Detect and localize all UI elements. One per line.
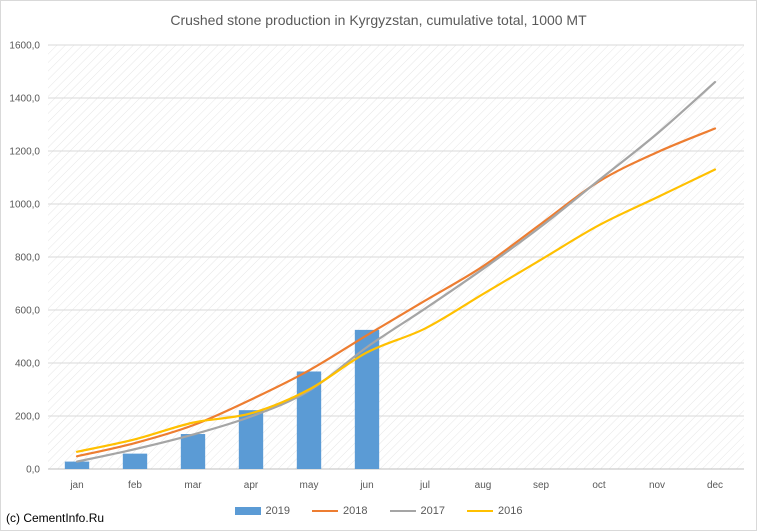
bar-2019-jun[interactable] <box>354 329 380 469</box>
x-tick-label: jun <box>359 480 373 491</box>
x-tick-label: sep <box>533 480 550 491</box>
y-tick-label: 1600,0 <box>9 41 40 52</box>
gridlines <box>48 44 744 470</box>
x-tick-label: aug <box>475 480 492 491</box>
bar-2019-jan[interactable] <box>64 461 90 469</box>
legend: 2019 2018 2017 2016 <box>0 505 757 517</box>
line-series <box>75 81 717 463</box>
copyright-text: (c) CementInfo.Ru <box>6 511 105 525</box>
legend-swatch-bar <box>234 507 261 515</box>
y-axis-ticks: 0,0 200,0 400,0 600,0 800,0 1000,0 1200,0 1400,… <box>9 41 40 476</box>
x-tick-label: nov <box>649 480 665 491</box>
legend-item-line-0[interactable]: 2018 <box>312 505 368 517</box>
legend-item-line-1[interactable]: 2017 <box>389 505 445 517</box>
y-tick-label: 400,0 <box>15 359 40 370</box>
legend-swatch-line-2 <box>466 510 493 512</box>
line-series-2018[interactable] <box>75 127 717 458</box>
line-series-2017[interactable] <box>75 81 717 463</box>
bar-2019-may[interactable] <box>296 371 322 469</box>
x-tick-label: oct <box>592 480 606 491</box>
legend-label-bar: 2019 <box>265 505 291 517</box>
y-tick-label: 1000,0 <box>9 200 40 211</box>
y-tick-label: 1200,0 <box>9 147 40 158</box>
chart-title: Crushed stone production in Kyrgyzstan, … <box>170 12 587 28</box>
y-tick-label: 1400,0 <box>9 94 40 105</box>
y-tick-label: 800,0 <box>15 253 40 264</box>
bar-2019-feb[interactable] <box>122 453 148 469</box>
x-tick-label: mar <box>184 480 202 491</box>
x-tick-label: jul <box>419 480 430 491</box>
x-tick-label: may <box>300 480 319 491</box>
x-tick-label: dec <box>707 480 723 491</box>
legend-item-line-2[interactable]: 2016 <box>466 505 523 517</box>
legend-item-bar[interactable]: 2019 <box>234 505 291 517</box>
y-tick-label: 600,0 <box>15 306 40 317</box>
bar-2019-mar[interactable] <box>180 434 206 469</box>
x-axis-ticks: jan feb mar apr may jun jul aug sep oct nov dec <box>69 480 723 491</box>
x-tick-label: jan <box>69 480 83 491</box>
x-tick-label: apr <box>244 480 259 491</box>
legend-label-line-1: 2017 <box>420 505 445 517</box>
y-tick-label: 0,0 <box>26 465 40 476</box>
x-tick-label: feb <box>128 480 142 491</box>
y-tick-label: 200,0 <box>15 412 40 423</box>
legend-swatch-line-0 <box>312 510 339 512</box>
line-series-2016[interactable] <box>75 168 717 453</box>
legend-swatch-line-1 <box>389 510 416 512</box>
legend-label-line-2: 2016 <box>497 505 523 517</box>
legend-label-line-0: 2018 <box>343 505 368 517</box>
